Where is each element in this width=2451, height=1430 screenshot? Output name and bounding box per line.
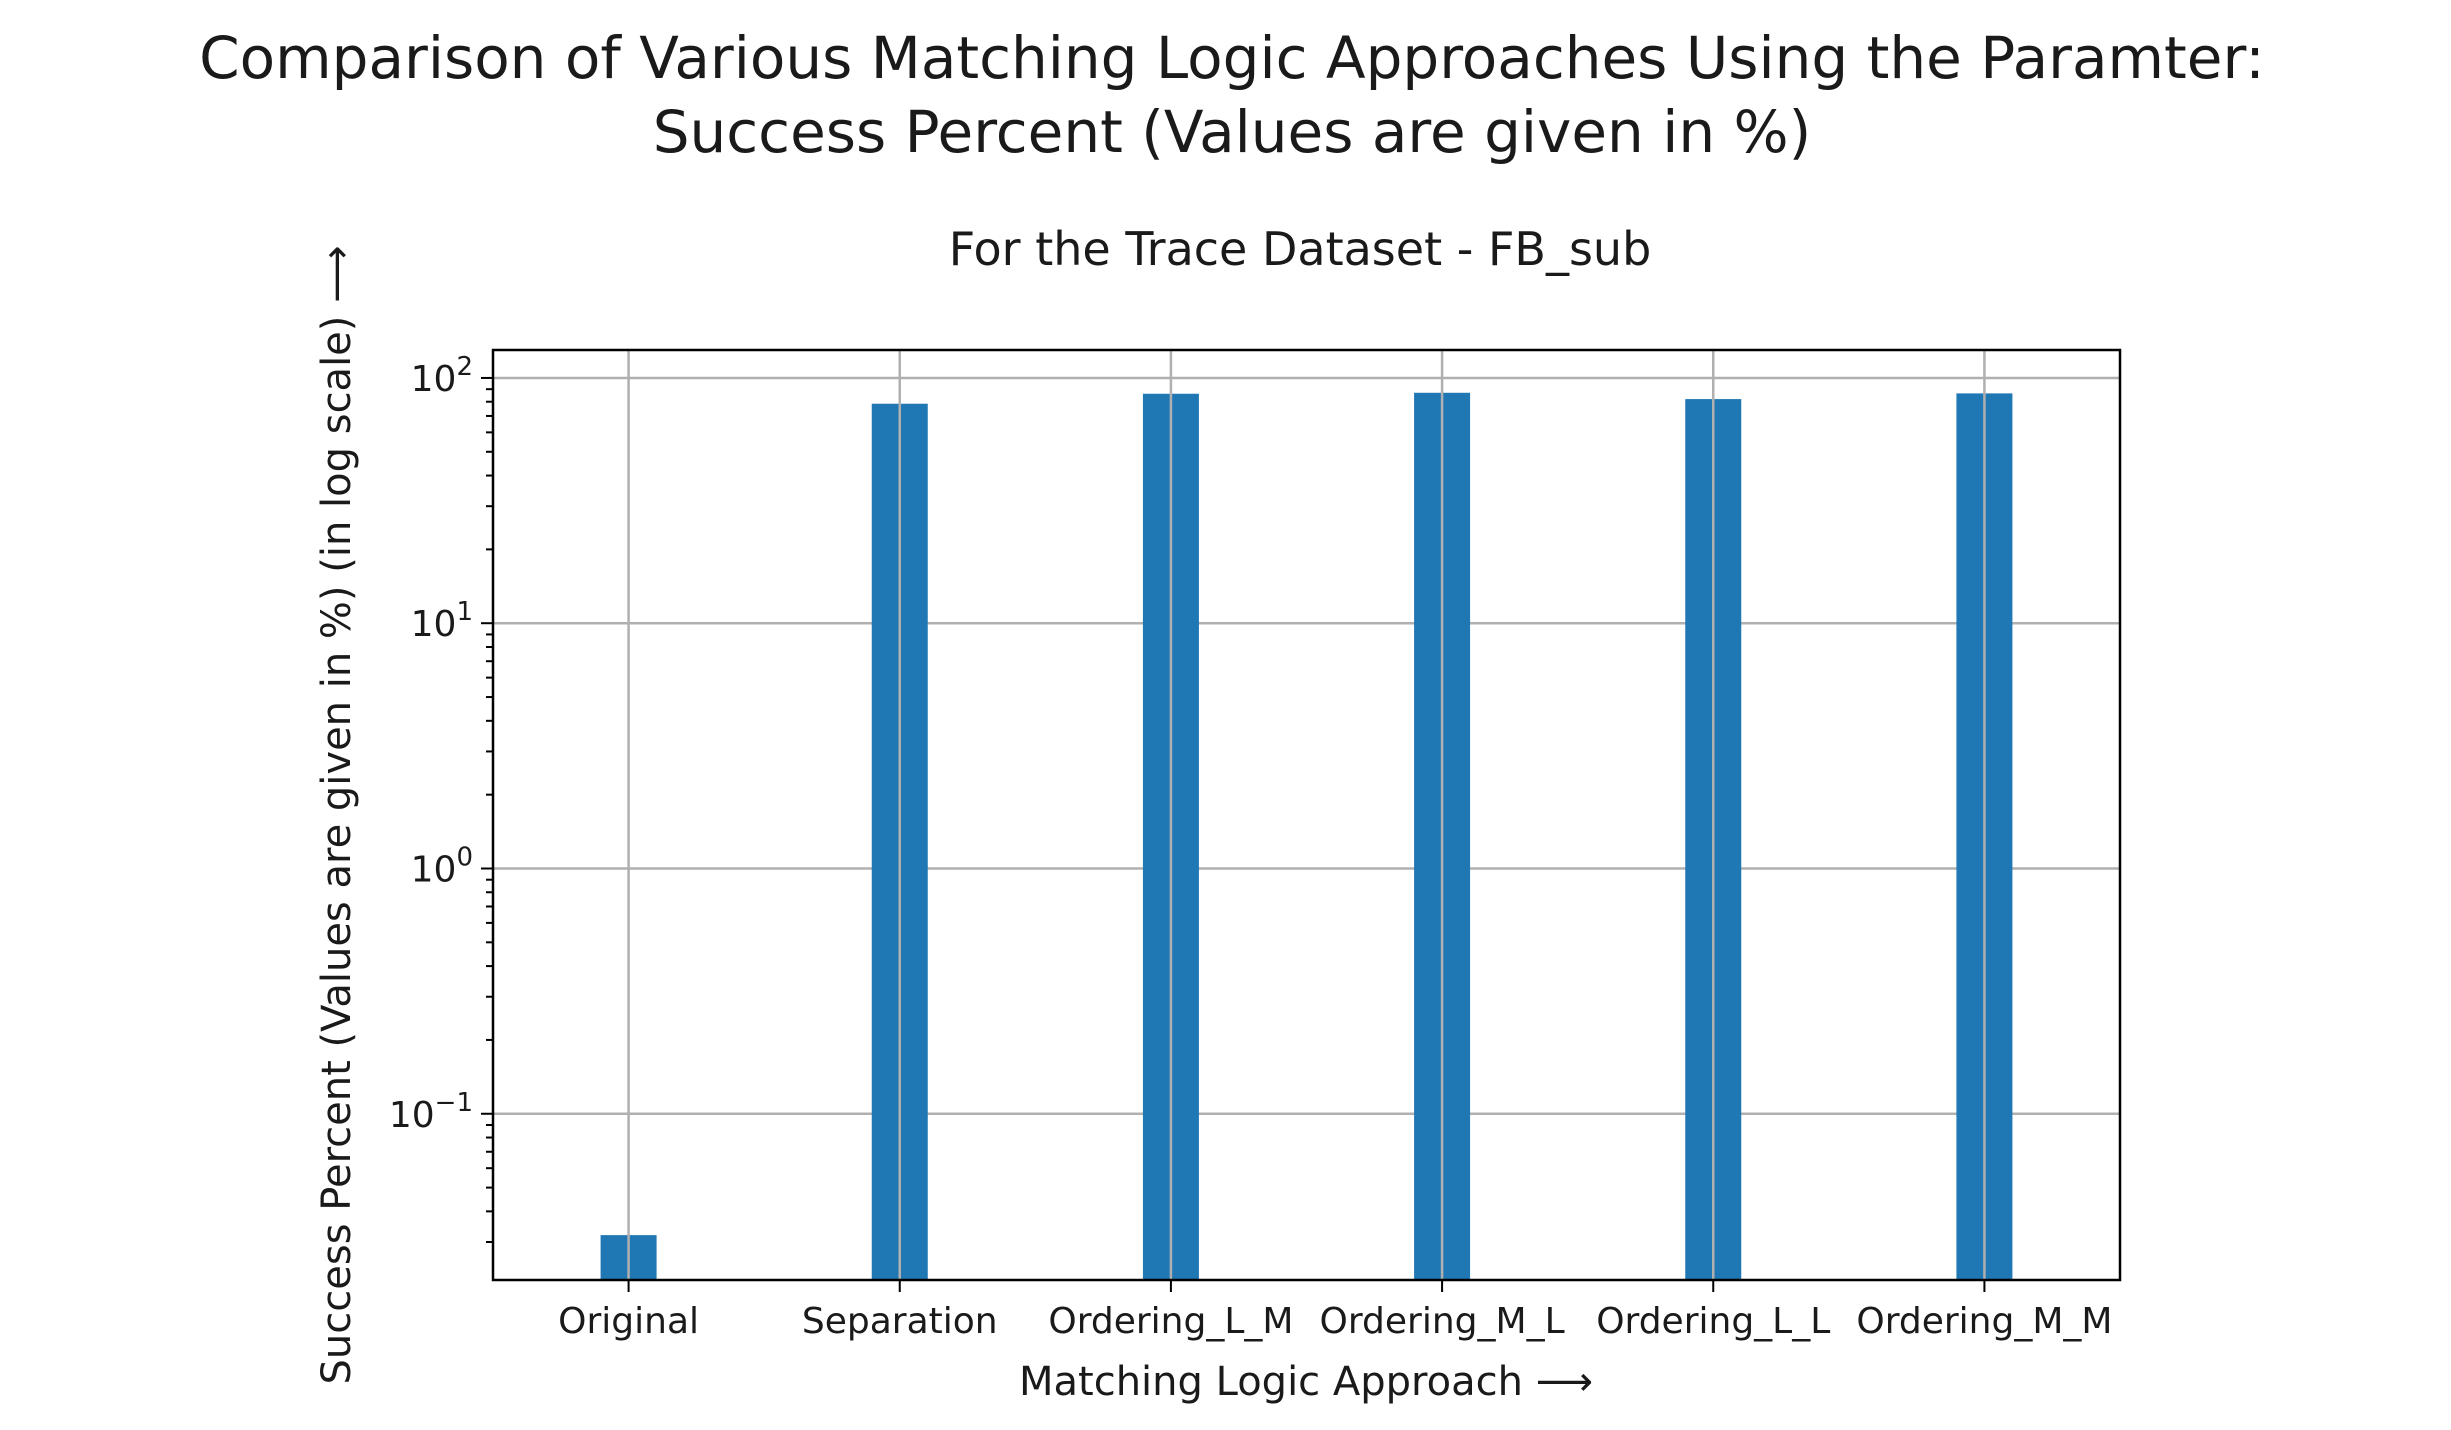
y-tick-label: 102	[411, 352, 473, 400]
suptitle-line1: Comparison of Various Matching Logic App…	[199, 24, 2265, 92]
x-grid	[627, 350, 1986, 1280]
x-tick-label: Ordering_M_L	[1320, 1301, 1565, 1342]
x-tick-label: Original	[558, 1301, 699, 1342]
x-tick-label: Ordering_M_M	[1856, 1301, 2112, 1342]
chart-title: For the Trace Dataset - FB_sub	[949, 222, 1652, 276]
x-axis-label: Matching Logic Approach ⟶	[1019, 1359, 1593, 1405]
grid	[493, 376, 2120, 1116]
suptitle-line2: Success Percent (Values are given in %)	[653, 98, 1812, 166]
bars	[600, 392, 2013, 1281]
x-tick-label: Ordering_L_M	[1048, 1301, 1293, 1342]
y-tick-label: 10−1	[389, 1088, 473, 1136]
y-tick-label: 100	[411, 842, 473, 890]
x-tick-label: Ordering_L_L	[1596, 1301, 1830, 1342]
ticks: 102 101 100 10−1 Original Separation Ordering_…	[389, 352, 2113, 1342]
plot-frame	[491, 348, 2122, 1282]
y-tick-label: 101	[411, 597, 473, 645]
x-tick-label: Separation	[802, 1301, 998, 1342]
y-axis-label: Success Percent (Values are given in %) …	[314, 246, 360, 1385]
